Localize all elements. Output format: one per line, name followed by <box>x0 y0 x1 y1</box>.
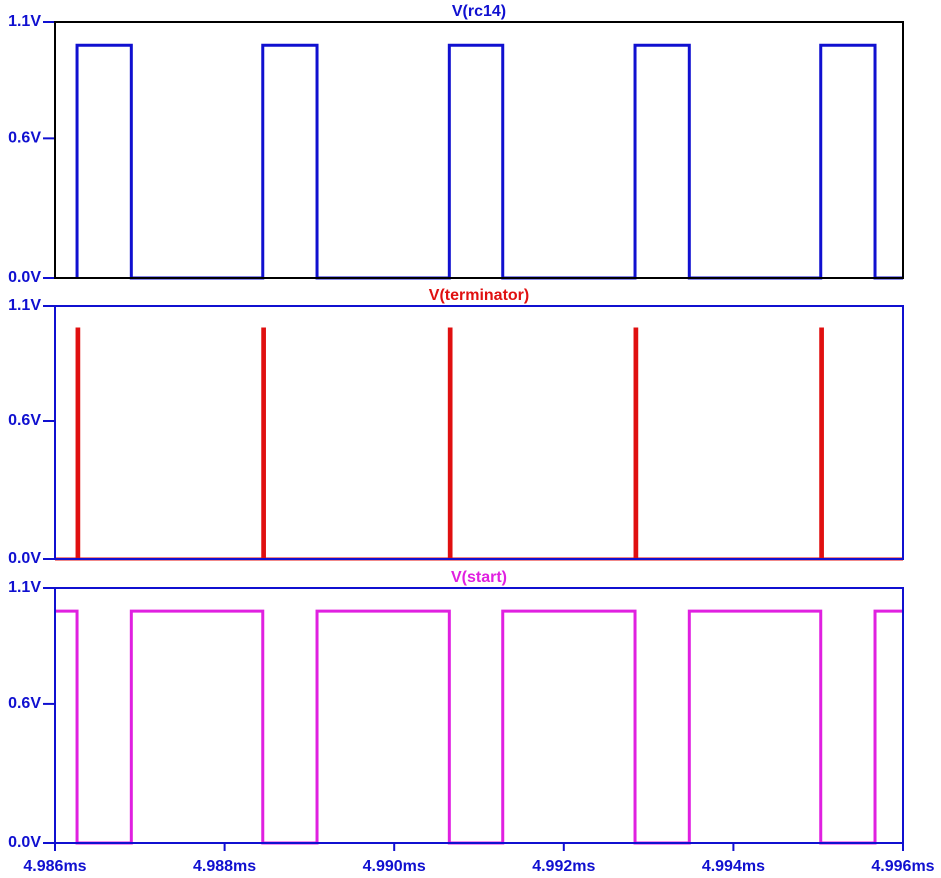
y-tick-label: 0.0V <box>8 834 41 851</box>
plot-frame <box>54 305 904 560</box>
panel-title: V(start) <box>451 569 507 586</box>
x-tick-label: 4.986ms <box>23 858 86 875</box>
y-tick-label: 0.0V <box>8 550 41 567</box>
waveform <box>55 327 903 561</box>
x-tick-label: 4.990ms <box>363 858 426 875</box>
y-tick-label: 0.6V <box>8 695 41 712</box>
plot-frame <box>54 587 904 844</box>
waveform <box>55 609 903 845</box>
waveform <box>75 43 903 280</box>
plot-frame <box>54 21 904 279</box>
y-tick-label: 0.6V <box>8 412 41 429</box>
y-tick-label: 0.0V <box>8 269 41 286</box>
x-tick-label: 4.992ms <box>532 858 595 875</box>
panel-title: V(terminator) <box>429 287 529 304</box>
x-tick-label: 4.988ms <box>193 858 256 875</box>
panel-title: V(rc14) <box>452 3 506 20</box>
y-tick-label: 1.1V <box>8 579 41 596</box>
x-tick-label: 4.994ms <box>702 858 765 875</box>
x-tick-label: 4.996ms <box>871 858 934 875</box>
y-tick-label: 1.1V <box>8 13 41 30</box>
y-tick-label: 0.6V <box>8 130 41 147</box>
y-tick-label: 1.1V <box>8 297 41 314</box>
